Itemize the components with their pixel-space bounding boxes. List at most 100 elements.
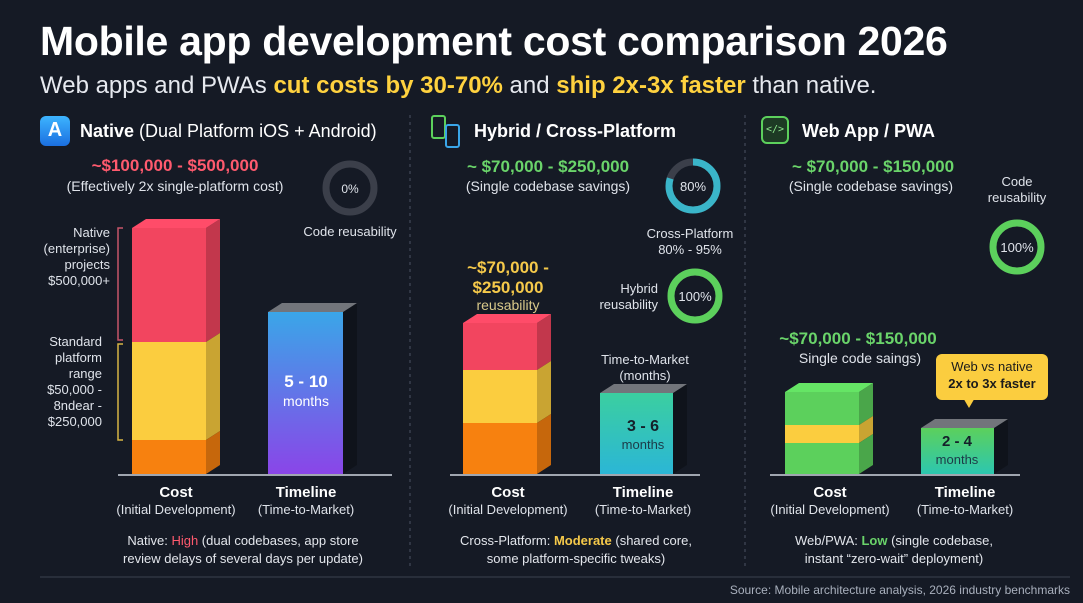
native-cost-bar-top	[132, 219, 220, 228]
hybrid-reusability-ring-progress	[667, 268, 723, 324]
label-line: Native	[73, 225, 110, 240]
native-timeline-bar-top-highlight	[268, 303, 357, 312]
web-timeline-bar-side	[994, 419, 1008, 474]
web-ring-value: 100%	[1000, 240, 1034, 255]
hybrid-ring2-value: 100%	[678, 289, 712, 304]
hybrid-cost-sub: (Initial Development)	[448, 502, 568, 517]
note-text: (single codebase,	[887, 533, 993, 548]
web-cost-bar-segment	[785, 392, 859, 425]
subtitle-text: Web apps and PWAs	[40, 72, 274, 99]
web-note: Web/PWA: Low (single codebase, instant “z…	[795, 532, 993, 568]
web-cost-bar-segment	[785, 425, 859, 443]
note-text: (dual codebases, app store	[198, 533, 359, 548]
hybrid-note: Cross-Platform: Moderate (shared core, so…	[460, 532, 692, 568]
cost-level: High	[171, 533, 199, 548]
label-line: $250,000	[47, 414, 102, 429]
hybrid-cost-bar-segment	[463, 423, 537, 474]
hybrid-cost-bar-segment	[463, 370, 537, 423]
hybrid-cost-bar-side	[537, 361, 551, 423]
hybrid-price: ~ $70,000 - $250,000	[466, 157, 630, 176]
hybrid-timeline-bar-top-highlight	[600, 384, 687, 393]
hybrid-title: Hybrid / Cross-Platform	[474, 121, 677, 141]
native-enterprise-label: Native (enterprise) projects $500,000+	[44, 225, 110, 289]
web-cost-bar-segment	[785, 443, 859, 474]
native-enterprise-bracket	[117, 227, 123, 341]
label-line: $50,000 -	[47, 382, 102, 397]
web-timeline-bar-top-highlight	[921, 419, 1008, 428]
note-prefix: Native:	[127, 533, 172, 548]
web-price-note: (Single codebase savings)	[788, 178, 954, 194]
label-line: (months)	[619, 368, 671, 383]
label-line: Hybrid	[620, 281, 658, 296]
web-cost-bar-top	[785, 383, 873, 392]
note-prefix: Web/PWA:	[795, 533, 862, 548]
devices-icon	[430, 115, 464, 148]
web-bar-price: ~$70,000 - $150,000	[779, 329, 937, 348]
native-timeline-bar-top	[268, 303, 357, 312]
subtitle-highlight-speed: ship 2x-3x faster	[556, 72, 746, 99]
label-line: reusability	[599, 297, 658, 312]
web-bar-note: Single code saings)	[798, 350, 922, 366]
hybrid-cost-bar-top	[463, 314, 551, 323]
label-line: Cross-Platform	[646, 226, 734, 241]
hybrid-cost-bar-segment	[463, 323, 537, 370]
hybrid-bar-label-sub: reusability	[476, 297, 540, 313]
native-header: Native (Dual Platform iOS + Android)	[80, 121, 377, 142]
native-reusability-label: Code reusability	[303, 224, 397, 239]
web-timeline-unit: months	[935, 452, 979, 467]
label-line: Code	[1001, 174, 1033, 189]
label-line: platform	[55, 350, 102, 365]
hybrid-timeline-bar-top	[600, 384, 687, 393]
label-line: Time-to-Market	[601, 352, 689, 367]
native-cost-bar-side	[206, 431, 220, 474]
web-reusability-ring-progress	[989, 219, 1045, 275]
app-store-icon: A	[40, 116, 70, 146]
subtitle-text: and	[502, 72, 557, 99]
subtitle-highlight-cost: cut costs by 30-70%	[273, 72, 503, 99]
hybrid-ring2-label: Hybrid reusability	[599, 281, 658, 313]
native-cost-bar-segment	[132, 440, 206, 474]
web-cost-bar-side	[859, 434, 873, 474]
label-line: ~$70,000 -	[467, 258, 549, 277]
native-cost-sub: (Initial Development)	[116, 502, 236, 517]
subtitle: Web apps and PWAs cut costs by 30-70% an…	[40, 72, 876, 100]
web-cost-label: Cost	[813, 484, 847, 501]
web-timeline-bar-segment	[921, 428, 994, 474]
native-title-detail: (Dual Platform iOS + Android)	[134, 121, 377, 141]
native-standard-bracket	[117, 343, 123, 441]
note-text: (shared core,	[611, 533, 692, 548]
web-ring-label: Code reusability	[988, 174, 1047, 206]
note-prefix: Cross-Platform:	[460, 533, 554, 548]
source-note: Source: Mobile architecture analysis, 20…	[729, 583, 1070, 597]
hybrid-timeline-sub: (Time-to-Market)	[594, 502, 692, 517]
native-timeline-sub: (Time-to-Market)	[257, 502, 355, 517]
native-cost-bar-side	[206, 219, 220, 342]
web-cost-sub: (Initial Development)	[770, 502, 890, 517]
label-line: 80% - 95%	[658, 242, 722, 257]
native-standard-label: Standard platform range $50,000 -8ndear - $2…	[40, 334, 102, 430]
label-line: (enterprise)	[43, 241, 110, 256]
hybrid-ttm-label: Time-to-Market (months)	[601, 352, 689, 384]
hybrid-cost-bar-side	[537, 414, 551, 474]
hybrid-timeline-bar-side	[673, 384, 687, 474]
cost-level: Moderate	[553, 533, 612, 548]
hybrid-timeline-label: Timeline	[612, 484, 674, 501]
hybrid-cost-label: Cost	[491, 484, 525, 501]
web-price: ~ $70,000 - $150,000	[791, 157, 955, 176]
code-window-icon: </>	[761, 116, 789, 144]
hybrid-cost-bar-side	[537, 314, 551, 370]
web-title: Web App / PWA	[802, 121, 935, 141]
label-line: reusability	[987, 190, 1047, 205]
cost-level: Low	[861, 533, 888, 548]
native-reusability-value: 0%	[341, 182, 359, 196]
web-timeline-sub: (Time-to-Market)	[916, 502, 1014, 517]
label-line: Standard	[49, 334, 102, 349]
native-cost-bar-segment	[132, 342, 206, 440]
label-line: projects	[64, 257, 110, 272]
native-price: ~$100,000 - $500,000	[91, 156, 259, 175]
native-timeline-bar-segment	[268, 312, 343, 474]
native-reusability-ring-track	[322, 160, 378, 216]
web-cost-bar-side	[859, 383, 873, 425]
native-timeline-bar-side	[343, 303, 357, 474]
